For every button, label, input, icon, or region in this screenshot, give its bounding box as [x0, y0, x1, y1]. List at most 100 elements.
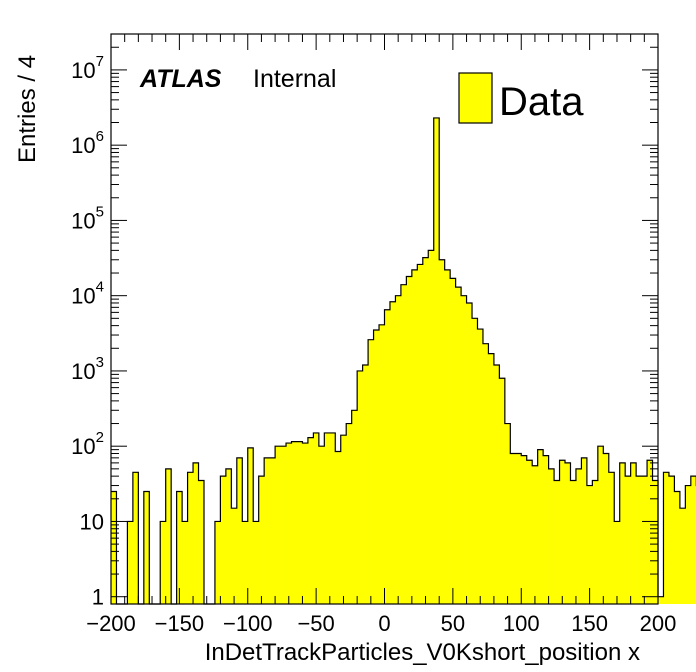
histogram-bar: [275, 446, 281, 604]
histogram-bar: [439, 259, 445, 604]
histogram-bar: [472, 318, 478, 604]
histogram-bar: [679, 508, 686, 604]
histogram-bar: [160, 521, 166, 604]
histogram-bar: [543, 455, 549, 604]
x-tick-labels: −200 −150 −100 −50 0 50 100 150 200: [86, 611, 676, 636]
histogram-bar: [340, 435, 347, 604]
y-axis-label: Entries / 4: [14, 55, 41, 163]
histogram-bar: [537, 449, 544, 604]
histogram-bar: [668, 476, 675, 604]
histogram-bar: [581, 457, 588, 604]
atlas-internal-label: Internal: [253, 65, 336, 93]
histogram-bar: [269, 457, 276, 604]
histogram-bar: [111, 491, 117, 604]
histogram-bar: [630, 462, 637, 604]
x-tick-label: −200: [86, 611, 136, 636]
histogram-bar: [132, 472, 139, 604]
histogram-bar: [406, 276, 413, 604]
histogram-bar: [559, 460, 566, 604]
histogram-bar: [466, 302, 473, 604]
histogram-bar: [690, 476, 696, 604]
histogram-bar: [187, 472, 194, 604]
histogram-bar: [482, 343, 489, 604]
histogram-bar: [258, 476, 265, 604]
histogram-bar: [614, 521, 621, 604]
histogram-bar: [291, 441, 298, 604]
histogram-bar: [280, 446, 287, 604]
histogram-bar: [444, 269, 451, 604]
histogram-bar: [220, 476, 227, 604]
histogram-bar: [652, 480, 659, 604]
histogram-bar: [346, 423, 352, 604]
histogram-bar: [515, 453, 522, 604]
y-tick-label: 10: [80, 509, 104, 534]
x-tick-label: 50: [441, 611, 465, 636]
histogram-bar: [296, 441, 303, 604]
histogram-bar: [663, 472, 670, 604]
histogram-bar: [351, 410, 358, 604]
histogram-bar: [433, 117, 440, 604]
x-tick-label: 200: [640, 611, 677, 636]
histogram-bar: [389, 301, 396, 604]
histogram-bar: [422, 257, 429, 604]
x-tick-label: −100: [223, 611, 273, 636]
histogram-bars: [111, 117, 696, 604]
histogram-bar: [658, 596, 664, 604]
histogram-bar: [417, 264, 424, 604]
histogram-bar: [586, 485, 593, 604]
histogram-bar: [335, 451, 342, 604]
histogram-bar: [455, 287, 462, 604]
histogram-bar: [143, 491, 150, 604]
x-tick-label: −50: [297, 611, 334, 636]
histogram-bar: [674, 491, 681, 604]
histogram-bar: [499, 378, 506, 604]
histogram-bar: [214, 521, 221, 604]
histogram-bar: [575, 468, 582, 604]
histogram-bar: [362, 364, 369, 604]
histogram-bar: [461, 295, 467, 604]
y-tick-label: 106: [71, 128, 104, 158]
histogram-bar: [368, 339, 374, 604]
atlas-label: ATLAS: [139, 65, 222, 93]
histogram-bar: [603, 453, 610, 604]
histogram-bar: [384, 309, 391, 604]
histogram-bar: [165, 468, 172, 604]
histogram-bar: [526, 460, 533, 604]
histogram-bar: [400, 284, 407, 604]
histogram-bar: [636, 476, 642, 604]
histogram-bar: [373, 329, 380, 604]
histogram-bar: [619, 462, 626, 604]
histogram-bar: [307, 437, 314, 604]
histogram-bar: [176, 491, 183, 604]
histogram-bar: [247, 447, 254, 604]
x-tick-label: 150: [571, 611, 608, 636]
y-tick-labels: 1 10 102 103 104 105 106 107: [71, 53, 104, 610]
histogram-bar: [641, 476, 648, 604]
histogram-bar: [450, 278, 456, 604]
histogram-bar: [521, 455, 528, 604]
histogram-bar: [647, 460, 653, 604]
x-axis-label: InDetTrackParticles_V0Kshort_position x: [205, 639, 640, 666]
histogram-bar: [193, 462, 199, 604]
histogram-bar: [182, 521, 188, 604]
histogram-bar: [225, 468, 232, 604]
histogram-bar: [329, 432, 336, 604]
histogram-bar: [597, 446, 604, 604]
y-tick-label: 105: [71, 203, 104, 233]
x-tick-label: 100: [503, 611, 540, 636]
histogram-bar: [570, 480, 577, 604]
histogram-bar: [532, 465, 538, 604]
histogram-bar: [313, 432, 320, 604]
histogram-bar: [477, 329, 484, 604]
histogram-bar: [318, 446, 325, 604]
y-tick-label: 107: [71, 53, 104, 83]
legend-entry-data: Data: [499, 80, 584, 124]
y-tick-label: 103: [71, 354, 104, 384]
y-tick-label: 102: [71, 429, 104, 459]
y-tick-label: 104: [71, 279, 104, 309]
histogram-bar: [379, 324, 385, 604]
histogram-bar: [236, 457, 243, 604]
histogram-bar: [302, 443, 309, 604]
axis-ticks: [110, 33, 659, 604]
